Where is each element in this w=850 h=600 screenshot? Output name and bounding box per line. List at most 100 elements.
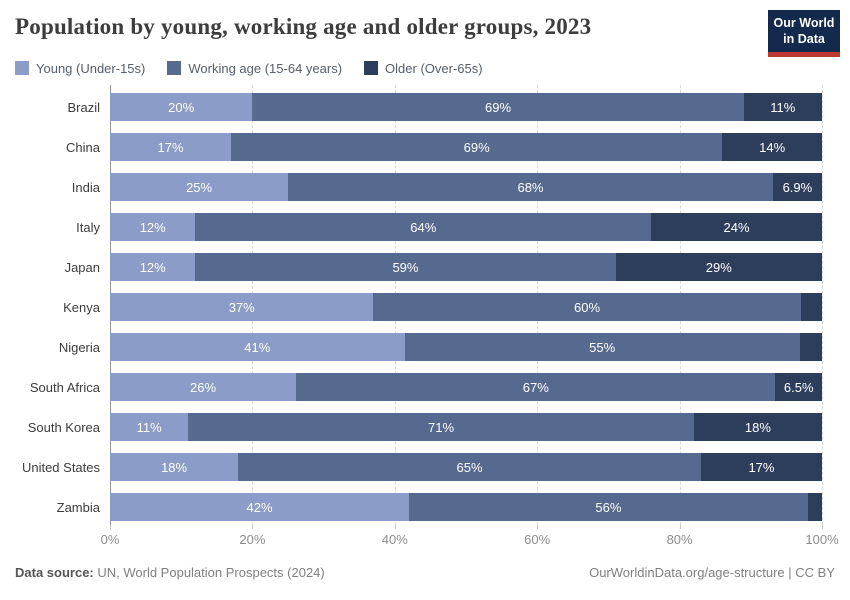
x-axis: 0% 20% 40% 60% 80% 100% bbox=[15, 525, 839, 549]
bar-segment-young[interactable]: 17% bbox=[110, 133, 232, 161]
bar-segment-older[interactable]: 6.9% bbox=[772, 173, 822, 201]
x-tick-mark bbox=[537, 525, 539, 529]
bar-segment-older[interactable] bbox=[800, 293, 822, 321]
stacked-bar-chart: Brazil 20% 69% 11% China 17% 69% 14% India 25% 68%… bbox=[15, 85, 839, 549]
stacked-bar: 20% 69% 11% bbox=[110, 93, 822, 121]
bar-segment-working-age[interactable]: 55% bbox=[404, 333, 800, 361]
bar-segment-young[interactable]: 12% bbox=[110, 253, 196, 281]
plot-area: Brazil 20% 69% 11% China 17% 69% 14% India 25% 68%… bbox=[15, 85, 835, 525]
x-tick-label: 80% bbox=[666, 532, 693, 547]
bar-value-label: 37% bbox=[228, 299, 255, 315]
bar-segment-older[interactable]: 24% bbox=[651, 213, 822, 241]
bar-segment-young[interactable]: 26% bbox=[110, 373, 297, 401]
bar-row: Japan 12% 59% 29% bbox=[15, 253, 835, 281]
bar-value-label: 17% bbox=[157, 139, 184, 155]
x-tick-mark bbox=[110, 525, 111, 529]
legend-label: Working age (15-64 years) bbox=[188, 60, 343, 76]
bar-value-label: 20% bbox=[168, 99, 195, 115]
bar-segment-older[interactable]: 14% bbox=[722, 133, 822, 161]
stacked-bar: 42% 56% bbox=[110, 493, 822, 521]
legend-item-2[interactable]: Older (Over-65s) bbox=[364, 61, 483, 76]
bar-segment-older[interactable] bbox=[799, 333, 822, 361]
bar-value-label: 68% bbox=[517, 179, 544, 195]
x-tick-mark bbox=[252, 525, 254, 529]
bar-segment-young[interactable]: 41% bbox=[110, 333, 405, 361]
bar-segment-working-age[interactable]: 59% bbox=[195, 253, 616, 281]
x-tick-mark bbox=[394, 525, 396, 529]
bar-segment-young[interactable]: 20% bbox=[110, 93, 253, 121]
bar-value-label: 12% bbox=[139, 259, 166, 275]
bar-segment-older[interactable]: 18% bbox=[693, 413, 822, 441]
data-source-label: Data source: bbox=[15, 565, 94, 580]
country-label[interactable]: South Korea bbox=[27, 419, 100, 435]
bar-value-label: 64% bbox=[410, 219, 437, 235]
bar-segment-older[interactable]: 6.5% bbox=[775, 373, 822, 401]
country-label[interactable]: Japan bbox=[64, 259, 100, 275]
country-label[interactable]: Italy bbox=[76, 219, 100, 235]
x-tick-label: 100% bbox=[805, 532, 839, 547]
bar-segment-young[interactable]: 12% bbox=[110, 213, 196, 241]
x-tick-label: 40% bbox=[381, 532, 408, 547]
chart-footer: Data source: UN, World Population Prospe… bbox=[15, 565, 835, 580]
country-label[interactable]: South Africa bbox=[29, 379, 100, 395]
legend-swatch-icon bbox=[364, 61, 379, 75]
bar-value-label: 42% bbox=[246, 499, 273, 515]
bar-row: Brazil 20% 69% 11% bbox=[15, 93, 835, 121]
bar-value-label: 18% bbox=[161, 459, 188, 475]
bar-segment-working-age[interactable]: 68% bbox=[288, 173, 773, 201]
bar-row: United States 18% 65% 17% bbox=[15, 453, 835, 481]
bar-value-label: 26% bbox=[190, 379, 217, 395]
owid-logo-line1: Our World bbox=[773, 16, 835, 30]
country-label[interactable]: India bbox=[71, 179, 100, 195]
bar-segment-working-age[interactable]: 64% bbox=[195, 213, 652, 241]
country-label[interactable]: Zambia bbox=[56, 499, 100, 515]
legend-item-0[interactable]: Young (Under-15s) bbox=[15, 61, 145, 76]
bar-segment-working-age[interactable]: 67% bbox=[296, 373, 776, 401]
credit-link[interactable]: OurWorldinData.org/age-structure | CC BY bbox=[589, 565, 835, 580]
bar-segment-young[interactable]: 18% bbox=[110, 453, 239, 481]
owid-logo[interactable]: Our World in Data bbox=[768, 10, 840, 58]
bar-segment-young[interactable]: 42% bbox=[110, 493, 410, 521]
bar-segment-young[interactable]: 37% bbox=[110, 293, 374, 321]
legend-item-1[interactable]: Working age (15-64 years) bbox=[167, 61, 342, 76]
bar-segment-older[interactable]: 11% bbox=[743, 93, 822, 121]
bar-value-label: 11% bbox=[136, 419, 162, 435]
bar-value-label: 17% bbox=[748, 459, 775, 475]
legend-label: Older (Over-65s) bbox=[385, 60, 483, 76]
bar-segment-working-age[interactable]: 69% bbox=[231, 133, 723, 161]
page-title: Population by young, working age and old… bbox=[15, 14, 592, 39]
country-label[interactable]: Kenya bbox=[63, 299, 100, 315]
bar-value-label: 6.9% bbox=[782, 179, 813, 195]
bar-segment-working-age[interactable]: 71% bbox=[188, 413, 694, 441]
bar-segment-young[interactable]: 11% bbox=[110, 413, 189, 441]
country-label[interactable]: Brazil bbox=[67, 99, 100, 115]
country-label[interactable]: China bbox=[66, 139, 100, 155]
x-tick-label: 60% bbox=[524, 532, 551, 547]
bar-value-label: 18% bbox=[744, 419, 771, 435]
stacked-bar: 26% 67% 6.5% bbox=[110, 373, 822, 401]
bar-row: China 17% 69% 14% bbox=[15, 133, 835, 161]
bar-segment-working-age[interactable]: 69% bbox=[252, 93, 744, 121]
bar-segment-older[interactable] bbox=[807, 493, 822, 521]
bar-row: Zambia 42% 56% bbox=[15, 493, 835, 521]
bar-segment-working-age[interactable]: 60% bbox=[373, 293, 801, 321]
stacked-bar: 11% 71% 18% bbox=[110, 413, 822, 441]
bar-segment-young[interactable]: 25% bbox=[110, 173, 289, 201]
bar-segment-working-age[interactable]: 56% bbox=[409, 493, 808, 521]
x-tick-mark bbox=[822, 525, 823, 529]
country-label[interactable]: Nigeria bbox=[58, 339, 100, 355]
bar-value-label: 24% bbox=[723, 219, 750, 235]
country-label[interactable]: United States bbox=[21, 459, 100, 475]
bar-value-label: 65% bbox=[456, 459, 483, 475]
bar-segment-older[interactable]: 29% bbox=[615, 253, 822, 281]
bar-segment-working-age[interactable]: 65% bbox=[238, 453, 701, 481]
data-source-text: UN, World Population Prospects (2024) bbox=[93, 565, 325, 580]
bar-row: South Africa 26% 67% 6.5% bbox=[15, 373, 835, 401]
chart-legend: Young (Under-15s) Working age (15-64 year… bbox=[15, 60, 835, 76]
x-tick-label: 20% bbox=[239, 532, 266, 547]
stacked-bar: 37% 60% bbox=[110, 293, 822, 321]
bar-value-label: 55% bbox=[589, 339, 616, 355]
bar-row: Kenya 37% 60% bbox=[15, 293, 835, 321]
bar-segment-older[interactable]: 17% bbox=[700, 453, 822, 481]
